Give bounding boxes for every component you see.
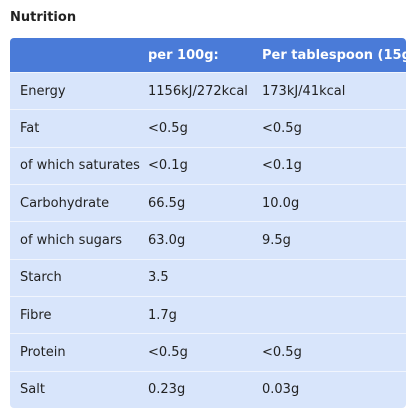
- table-cell: 1156kJ/272kcal: [148, 83, 248, 99]
- table-cell: 3.5: [148, 270, 169, 286]
- table-cell: <0.5g: [262, 344, 302, 360]
- row-label: Salt: [20, 382, 45, 398]
- row-label: Protein: [20, 344, 66, 360]
- table-row: of which saturates <0.1g <0.1g: [10, 146, 406, 184]
- table-cell: 66.5g: [148, 195, 186, 211]
- table-cell: 63.0g: [148, 232, 186, 248]
- nutrition-table: per 100g: Per tablespoon (15g) Energy 1156…: [10, 38, 406, 408]
- row-label: of which sugars: [20, 232, 123, 248]
- table-row: Fat <0.5g <0.5g: [10, 109, 406, 146]
- table-cell: <0.5g: [148, 120, 188, 136]
- row-label: Fibre: [20, 307, 52, 323]
- table-cell: 1.7g: [148, 307, 177, 323]
- table-row: Fibre 1.7g: [10, 296, 406, 333]
- header-cell: per 100g:: [148, 47, 219, 63]
- row-label: Starch: [20, 270, 62, 286]
- table-row: Starch 3.5: [10, 258, 406, 296]
- row-label: Fat: [20, 120, 40, 136]
- table-cell: 173kJ/41kcal: [262, 83, 346, 99]
- table-row: Energy 1156kJ/272kcal 173kJ/41kcal: [10, 72, 406, 109]
- table-row: Carbohydrate 66.5g 10.0g: [10, 184, 406, 221]
- table-cell: 0.03g: [262, 382, 300, 398]
- row-label: Carbohydrate: [20, 195, 110, 211]
- row-label: of which saturates: [20, 158, 140, 174]
- table-cell: <0.5g: [148, 344, 188, 360]
- table-cell: <0.1g: [262, 158, 302, 174]
- table-row: of which sugars 63.0g 9.5g: [10, 221, 406, 258]
- table-cell: 0.23g: [148, 382, 186, 398]
- table-cell: <0.5g: [262, 120, 302, 136]
- table-cell: 10.0g: [262, 195, 300, 211]
- table-cell: 9.5g: [262, 232, 291, 248]
- table-row: Protein <0.5g <0.5g: [10, 333, 406, 370]
- header-row: per 100g: Per tablespoon (15g): [10, 38, 406, 72]
- title: Nutrition: [10, 10, 77, 25]
- header-cell: Per tablespoon (15g): [262, 47, 406, 63]
- table-cell: <0.1g: [148, 158, 188, 174]
- table-row: Salt 0.23g 0.03g: [10, 370, 406, 408]
- row-label: Energy: [20, 83, 66, 99]
